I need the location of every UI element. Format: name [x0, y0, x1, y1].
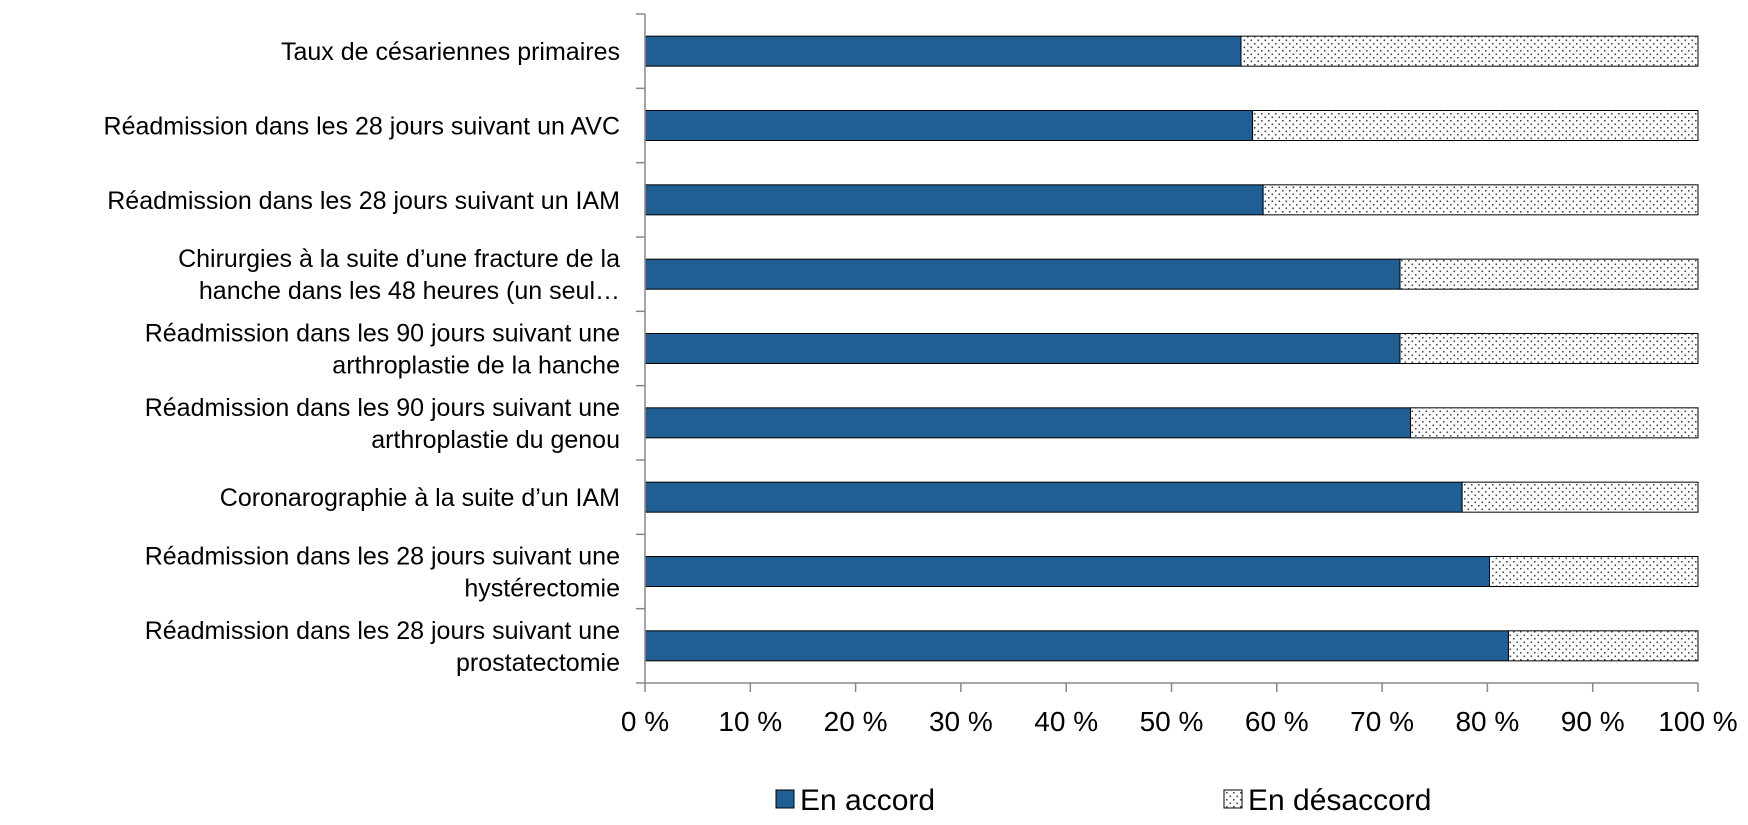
category-label: Taux de césariennes primaires: [281, 38, 620, 66]
bar-en-desaccord: [1399, 333, 1699, 364]
axes-layer: 0 % 10 % 20 % 30 % 40 % 50 % 60 % 70 % 80 % 90 % 1…: [621, 13, 1738, 737]
legend-label-en-accord: En accord: [800, 784, 935, 817]
category-label: Coronarographie à la suite d’un IAM: [220, 484, 620, 512]
legend-swatch-en-desaccord: [1223, 789, 1243, 809]
x-tick-label: 70 %: [1350, 706, 1414, 737]
category-label: Réadmission dans les 90 jours suivant un…: [145, 320, 620, 380]
x-tick-label: 100 %: [1658, 706, 1737, 737]
bar-en-desaccord: [1252, 110, 1699, 141]
bar-en-desaccord: [1461, 481, 1699, 513]
legend: En accord En désaccord: [775, 784, 1431, 817]
category-label: Réadmission dans les 28 jours suivant un…: [107, 187, 620, 215]
bar-en-desaccord: [1507, 630, 1699, 662]
category-labels-layer: Taux de césariennes primaires Réadmission…: [104, 38, 621, 677]
bar-en-accord: [644, 35, 1242, 67]
bar-en-accord: [644, 481, 1463, 513]
bar-en-accord: [644, 556, 1491, 587]
legend-label-en-desaccord: En désaccord: [1248, 784, 1431, 817]
x-tick-label: 40 %: [1034, 706, 1098, 737]
bar-en-desaccord: [1410, 407, 1699, 439]
category-label: Réadmission dans les 28 jours suivant un…: [104, 113, 620, 141]
bars-layer: [644, 35, 1699, 662]
bar-en-desaccord: [1489, 556, 1699, 587]
category-label: Réadmission dans les 90 jours suivant un…: [145, 394, 620, 454]
x-tick-label: 60 %: [1245, 706, 1309, 737]
x-tick-label: 0 %: [621, 706, 669, 737]
category-label: Chirurgies à la suite d’une fracture de …: [178, 245, 620, 305]
bar-en-accord: [644, 110, 1254, 141]
x-tick-label: 30 %: [929, 706, 993, 737]
x-tick-label: 20 %: [824, 706, 888, 737]
category-label: Réadmission dans les 28 jours suivant un…: [145, 543, 620, 603]
bar-en-accord: [644, 630, 1509, 662]
bar-en-accord: [644, 184, 1264, 216]
bar-en-desaccord: [1399, 258, 1699, 290]
bar-en-accord: [644, 407, 1412, 439]
x-tick-label: 10 %: [718, 706, 782, 737]
bar-en-accord: [644, 258, 1401, 290]
legend-swatch-en-accord: [775, 789, 795, 809]
x-tick-label: 90 %: [1561, 706, 1625, 737]
x-tick-label: 50 %: [1140, 706, 1204, 737]
x-tick-label: 80 %: [1455, 706, 1519, 737]
bar-en-desaccord: [1262, 184, 1699, 216]
bar-en-desaccord: [1240, 35, 1699, 67]
category-label: Réadmission dans les 28 jours suivant un…: [145, 617, 620, 677]
bar-en-accord: [644, 333, 1401, 364]
